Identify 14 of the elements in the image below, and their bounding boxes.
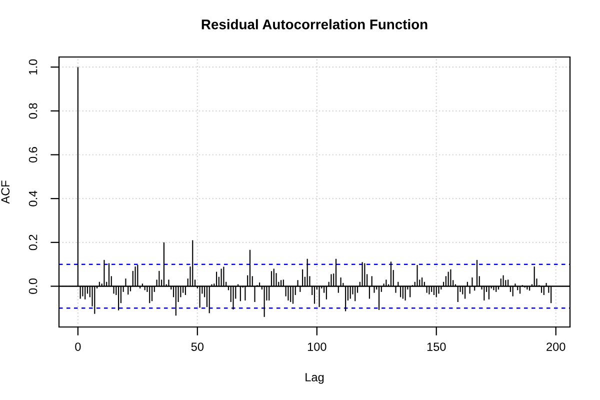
x-axis-title: Lag (306, 373, 324, 384)
y-tick-label: 0.4 (28, 190, 38, 206)
y-tick-label: 0.0 (28, 278, 38, 294)
x-tick-label: 200 (546, 342, 566, 351)
y-tick-label: 1.0 (28, 59, 38, 74)
x-tick-label: 0 (75, 342, 81, 351)
x-tick-label: 150 (427, 342, 446, 351)
x-tick-label: 100 (308, 342, 326, 351)
y-tick-label: 0.8 (28, 103, 38, 119)
y-tick-label: 0.6 (28, 147, 38, 162)
chart-title: Residual Autocorrelation Function (202, 19, 428, 30)
y-axis-title: ACF (1, 180, 10, 204)
x-tick-label: 50 (191, 342, 204, 351)
y-tick-label: 0.2 (28, 234, 38, 250)
